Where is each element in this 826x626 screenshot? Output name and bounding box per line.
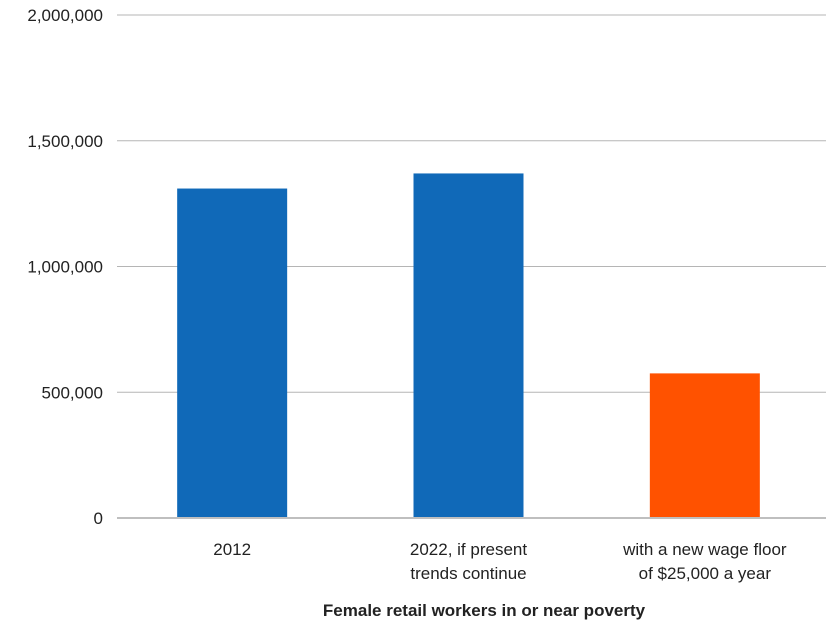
x-category-label: of $25,000 a year bbox=[639, 564, 772, 583]
y-tick-label: 0 bbox=[94, 509, 103, 528]
y-tick-label: 1,500,000 bbox=[27, 132, 103, 151]
y-tick-label: 2,000,000 bbox=[27, 6, 103, 25]
x-category-label: with a new wage floor bbox=[622, 540, 787, 559]
x-axis-title: Female retail workers in or near poverty bbox=[323, 601, 646, 620]
bars bbox=[177, 173, 760, 517]
y-tick-label: 500,000 bbox=[42, 383, 103, 402]
y-axis-tick-labels: 0 500,000 1,000,000 1,500,000 2,000,000 bbox=[27, 6, 103, 528]
x-category-label: 2022, if present bbox=[410, 540, 527, 559]
x-axis-category-labels: 2012 2022, if present trends continue with … bbox=[213, 540, 787, 583]
x-category-label: trends continue bbox=[410, 564, 526, 583]
bar bbox=[649, 373, 760, 517]
bar bbox=[177, 188, 288, 517]
bar bbox=[413, 173, 524, 517]
y-tick-label: 1,000,000 bbox=[27, 258, 103, 277]
x-category-label: 2012 bbox=[213, 540, 251, 559]
